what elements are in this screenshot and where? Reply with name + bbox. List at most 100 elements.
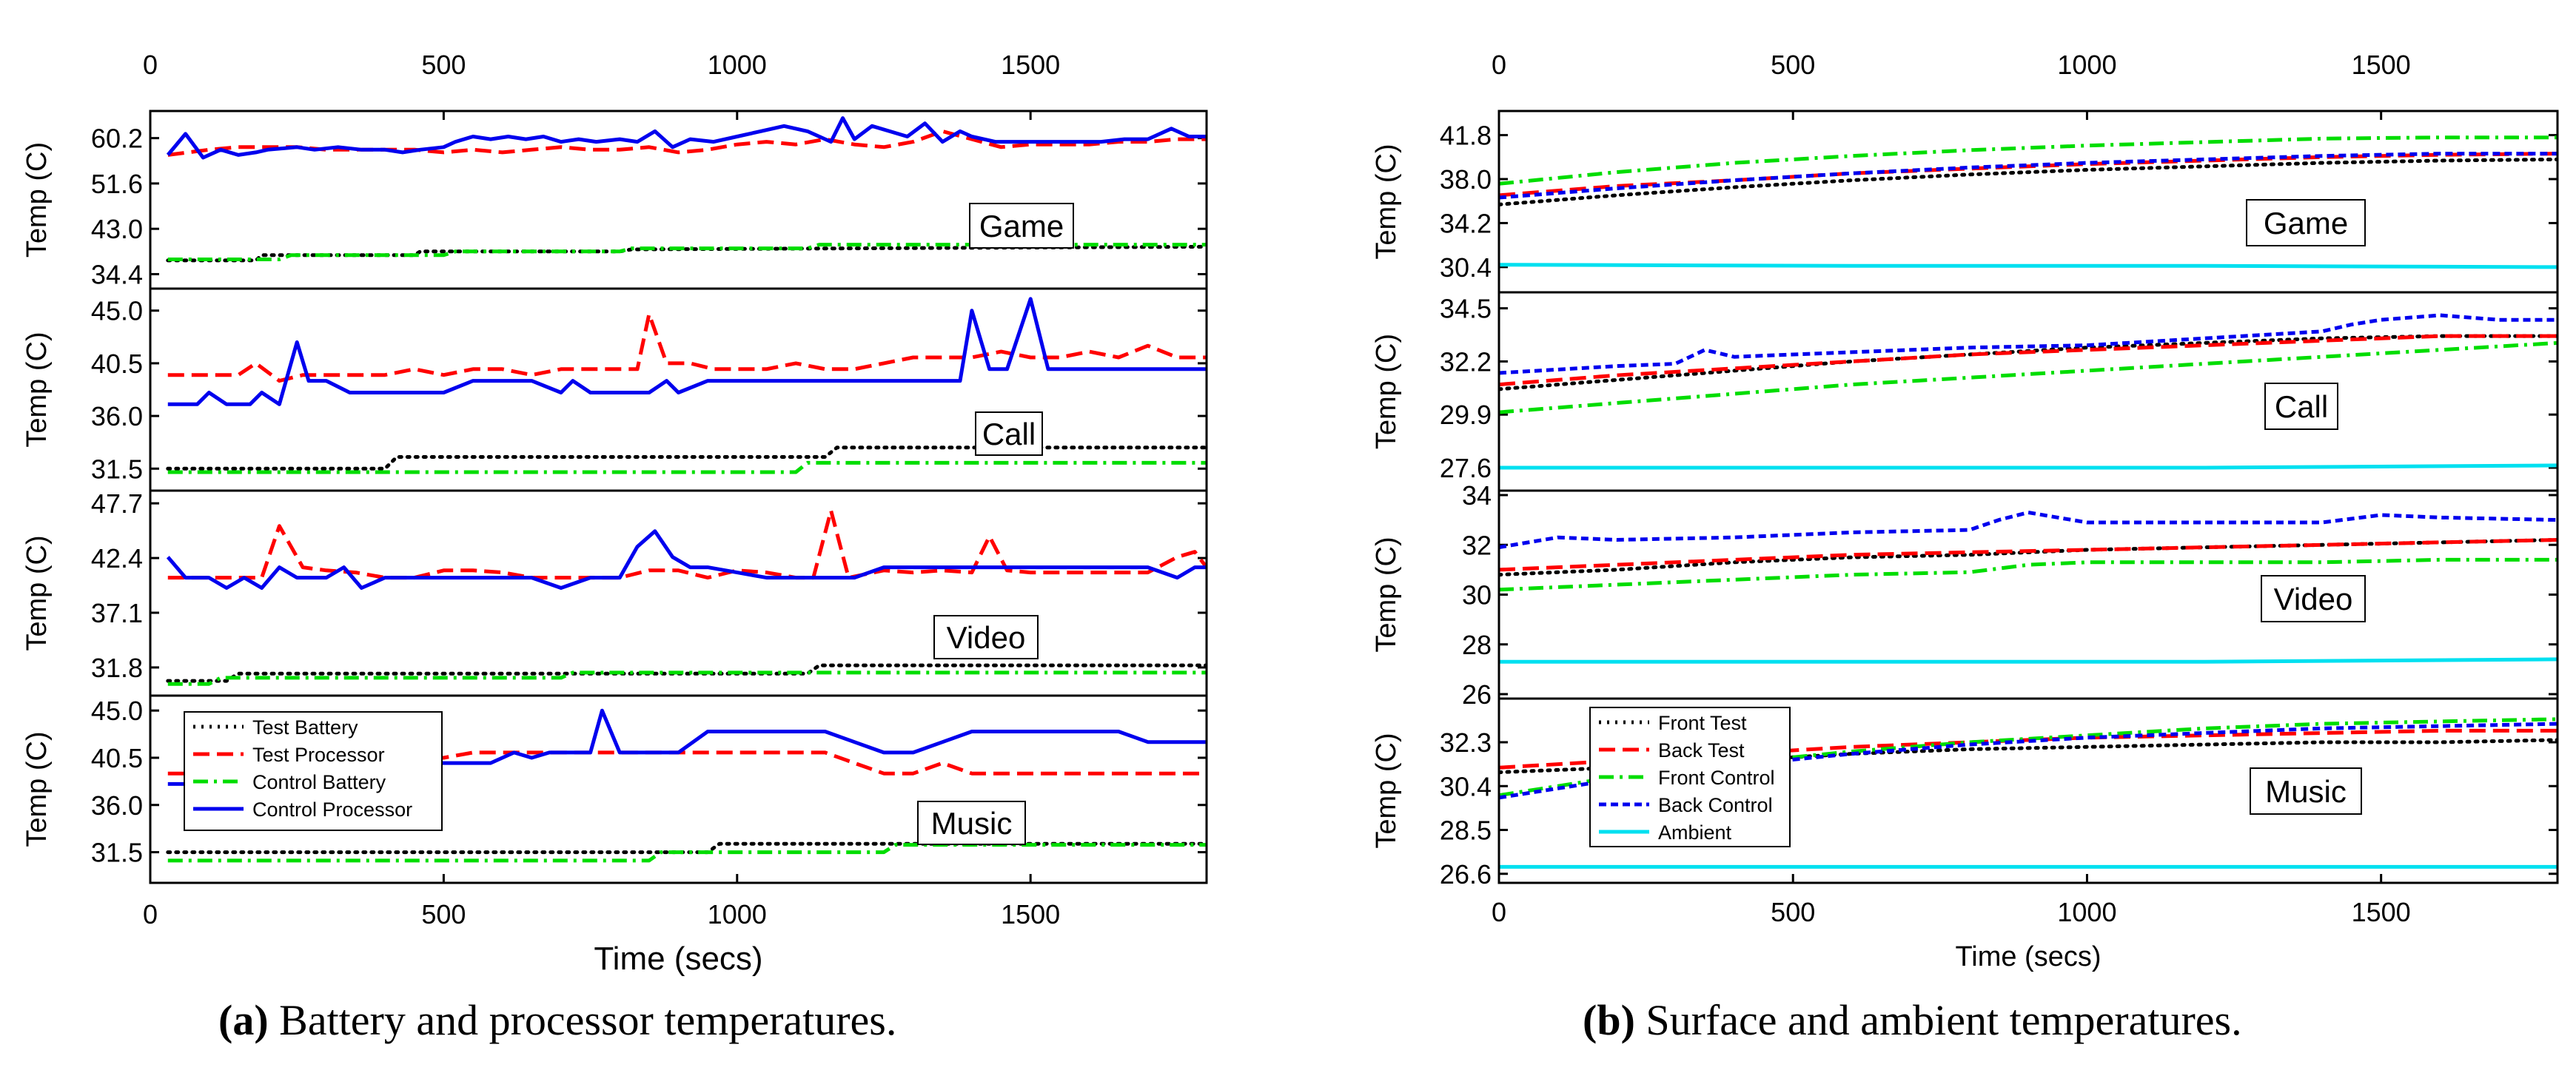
series-control-processor <box>166 529 1207 590</box>
panel-label-box <box>2250 767 2362 815</box>
panel-a-call: 31.5 36.0 40.5 45.0 Temp (C) Call <box>21 287 1208 492</box>
series-ambient <box>1499 657 2557 664</box>
legend-label: Control Processor <box>252 798 412 821</box>
series-test-processor <box>167 508 1207 580</box>
y-tick-label: 31.8 <box>91 653 143 683</box>
panel-label-box <box>2261 575 2366 622</box>
legend: Front Test Back Test Front Control Back Con… <box>1589 707 1791 847</box>
panel-frame <box>149 287 1208 492</box>
x-tick-label-bottom: 1000 <box>708 899 767 929</box>
y-tick-label: 37.1 <box>91 598 143 628</box>
series-ambient <box>1499 263 2557 269</box>
y-tick-label: 26.6 <box>1440 859 1492 890</box>
y-tick-label: 26 <box>1462 679 1492 710</box>
y-axis-label: Temp (C) <box>1371 537 1402 652</box>
y-axis-label: Temp (C) <box>21 142 53 258</box>
x-tick-label-bottom: 500 <box>421 899 466 929</box>
y-tick-label: 28 <box>1462 630 1492 660</box>
caption-b: (b) Surface and ambient temperatures. <box>1583 995 2242 1045</box>
x-tick-label-top: 0 <box>1492 50 1506 80</box>
series-control-processor <box>167 297 1207 406</box>
y-axis-label: Temp (C) <box>1371 144 1402 259</box>
series-back-control <box>1499 313 2557 375</box>
x-tick-label-bottom: 500 <box>1771 897 1815 927</box>
panel-label-box <box>917 801 1026 845</box>
x-axis-label: Time (secs) <box>1955 941 2101 972</box>
series-group <box>166 297 1207 474</box>
series-control-battery <box>167 670 1207 686</box>
series-control-processor <box>166 116 1207 160</box>
caption-a-tag: (a) <box>218 996 269 1044</box>
y-tick-label: 42.4 <box>91 543 143 574</box>
x-tick-label-top: 0 <box>143 50 158 80</box>
panel-label-box <box>2246 199 2366 246</box>
x-tick-label-bottom: 1500 <box>2352 897 2411 927</box>
y-tick-label: 34.5 <box>1440 294 1492 324</box>
legend-label: Test Battery <box>252 716 358 739</box>
series-front-test <box>1499 738 2557 775</box>
caption-b-tag: (b) <box>1583 996 1635 1044</box>
panel-frame <box>149 489 1208 697</box>
series-group <box>1499 511 2557 664</box>
legend-label: Front Control <box>1658 767 1775 789</box>
panel-a-game: 34.4 43.0 51.6 60.2 Temp (C) Game <box>21 110 1208 290</box>
panel-frame <box>149 110 1208 290</box>
y-tick-label: 36.0 <box>91 401 143 431</box>
y-tick-label: 34.4 <box>91 259 143 289</box>
y-tick-label: 38.0 <box>1440 164 1492 195</box>
panel-label-box <box>975 411 1043 456</box>
chart-a: 34.4 43.0 51.6 60.2 Temp (C) Game 31.5 36.0 40.5… <box>21 50 1208 977</box>
series-back-test <box>1499 334 2557 387</box>
y-tick-label: 60.2 <box>91 124 143 154</box>
legend-label: Ambient <box>1658 821 1732 844</box>
y-axis-label: Temp (C) <box>21 731 53 847</box>
x-tick-label-top: 500 <box>421 50 466 80</box>
y-axis-label: Temp (C) <box>21 535 53 650</box>
panel-label: Video <box>2274 582 2353 616</box>
series-group <box>166 508 1207 686</box>
x-tick-label-bottom: 1500 <box>1001 899 1060 929</box>
series-ambient <box>1499 463 2557 470</box>
y-tick-label: 30 <box>1462 580 1492 611</box>
series-back-control <box>1499 152 2557 200</box>
y-tick-label: 32 <box>1462 530 1492 560</box>
panel-label: Call <box>2275 389 2328 424</box>
series-test-battery <box>166 663 1207 683</box>
series-group <box>1499 313 2557 470</box>
legend-label: Back Test <box>1658 739 1745 761</box>
y-tick-label: 34 <box>1462 480 1492 511</box>
y-tick-label: 32.2 <box>1440 346 1492 377</box>
y-tick-label: 28.5 <box>1440 816 1492 846</box>
y-tick-label: 40.5 <box>91 349 143 379</box>
panel-frame <box>1497 291 2559 492</box>
chart-b: 30.4 34.2 38.0 41.8 Temp (C) Game 27.6 29.9 32.2… <box>1371 50 2559 972</box>
panel-label: Music <box>2265 774 2347 809</box>
y-tick-label: 43.0 <box>91 214 143 244</box>
panel-a-video: 31.8 37.1 42.4 47.7 Temp (C) Video <box>21 488 1208 697</box>
panel-a-music: 31.5 36.0 40.5 45.0 Temp (C) Music <box>21 694 1208 884</box>
x-tick-label-top: 500 <box>1771 50 1815 80</box>
legend-label: Test Processor <box>252 744 385 766</box>
y-tick-label: 45.0 <box>91 296 143 326</box>
panel-label-box <box>933 615 1039 659</box>
panel-label: Game <box>979 209 1064 243</box>
legend-label: Front Test <box>1658 712 1747 734</box>
panel-b-call: 27.6 29.9 32.2 34.5 Temp (C) Call <box>1371 291 2559 492</box>
series-front-control <box>1499 135 2557 186</box>
panel-label: Music <box>931 806 1013 841</box>
y-tick-label: 34.2 <box>1440 208 1492 238</box>
series-group <box>166 116 1207 263</box>
x-tick-label-bottom: 1000 <box>2057 897 2116 927</box>
series-test-battery <box>166 841 1207 855</box>
y-tick-label: 29.9 <box>1440 400 1492 430</box>
y-tick-label: 45.0 <box>91 696 143 726</box>
series-front-control <box>1499 557 2557 592</box>
panel-label-box <box>969 203 1074 249</box>
panel-b-game: 30.4 34.2 38.0 41.8 Temp (C) Game <box>1371 110 2559 294</box>
panel-label: Video <box>947 620 1026 655</box>
y-tick-label: 27.6 <box>1440 453 1492 483</box>
series-test-processor <box>167 312 1207 383</box>
y-tick-label: 40.5 <box>91 743 143 773</box>
legend-label: Back Control <box>1658 794 1773 816</box>
